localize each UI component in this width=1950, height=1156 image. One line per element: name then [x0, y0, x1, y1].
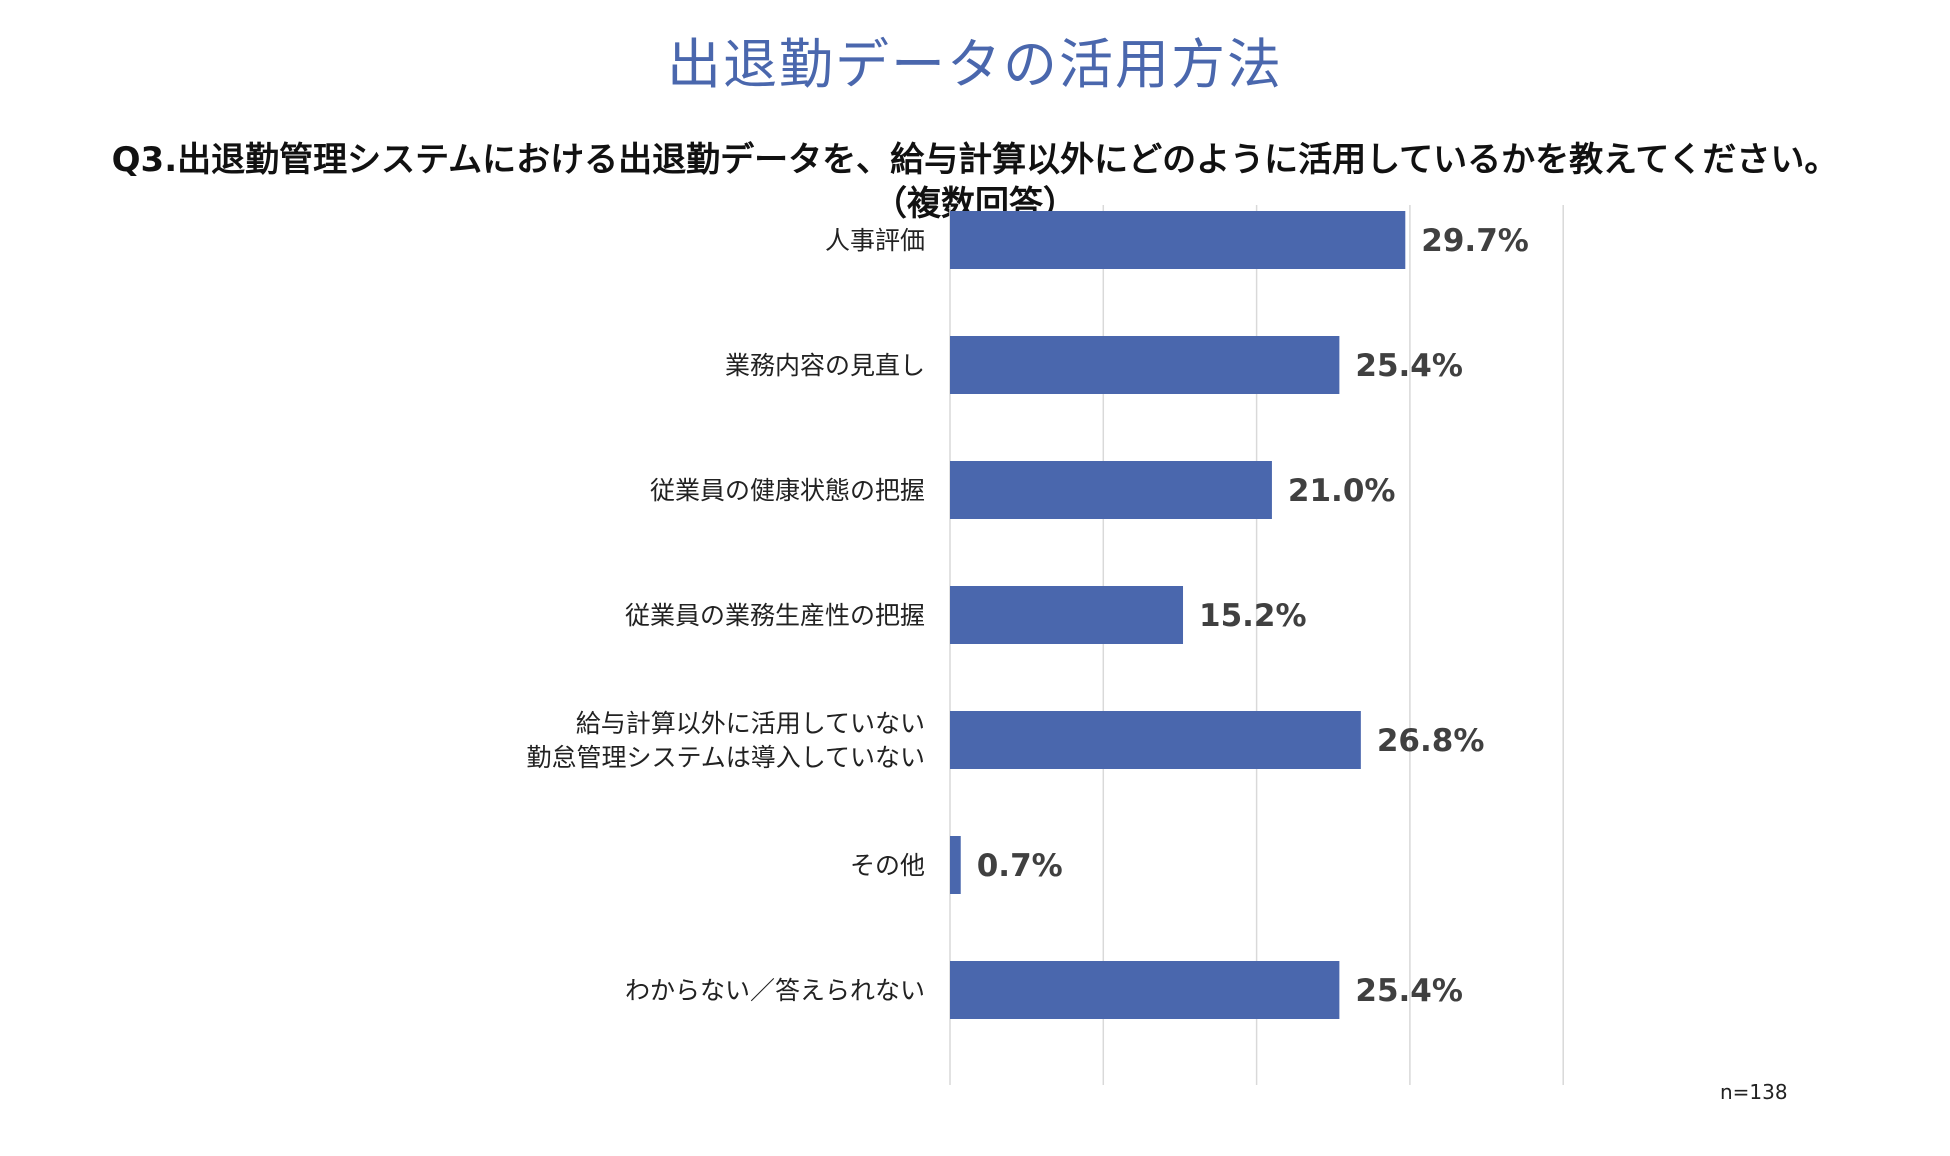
bar: [950, 586, 1184, 644]
category-labels: 人事評価業務内容の見直し従業員の健康状態の把握従業員の業務生産性の把握給与計算以…: [526, 226, 925, 1005]
category-label: 業務内容の見直し: [725, 351, 925, 380]
category-label: 従業員の健康状態の把握: [650, 476, 925, 505]
category-label: その他: [850, 851, 925, 880]
page-title: 出退勤データの活用方法: [667, 33, 1283, 96]
value-label: 25.4%: [1355, 348, 1463, 384]
value-labels: 29.7% 25.4% 21.0% 15.2% 26.8% 0.7% 25.4%: [977, 223, 1529, 1009]
question-text: Q3.出退勤管理システムにおける出退勤データを、給与計算以外にどのように活用して…: [0, 138, 1950, 226]
category-label: 人事評価: [825, 226, 925, 255]
value-label: 26.8%: [1377, 723, 1485, 759]
category-label: 給与計算以外に活用していない勤怠管理システムは導入していない: [526, 709, 925, 772]
value-label: 15.2%: [1199, 598, 1307, 634]
bars: [950, 211, 1406, 1019]
sample-size-note: n=138: [1720, 1080, 1788, 1104]
value-label: 25.4%: [1355, 973, 1463, 1009]
bar: [950, 211, 1406, 269]
value-label: 21.0%: [1288, 473, 1396, 509]
value-label: 0.7%: [977, 848, 1063, 884]
bar: [950, 836, 961, 894]
bar: [950, 961, 1340, 1019]
bar: [950, 336, 1340, 394]
bar: [950, 461, 1272, 519]
question-line-1: Q3.出退勤管理システムにおける出退勤データを、給与計算以外にどのように活用して…: [111, 140, 1839, 180]
value-label: 29.7%: [1421, 223, 1529, 259]
category-label: わからない／答えられない: [625, 976, 925, 1005]
bar: [950, 711, 1361, 769]
category-label: 従業員の業務生産性の把握: [625, 601, 925, 630]
